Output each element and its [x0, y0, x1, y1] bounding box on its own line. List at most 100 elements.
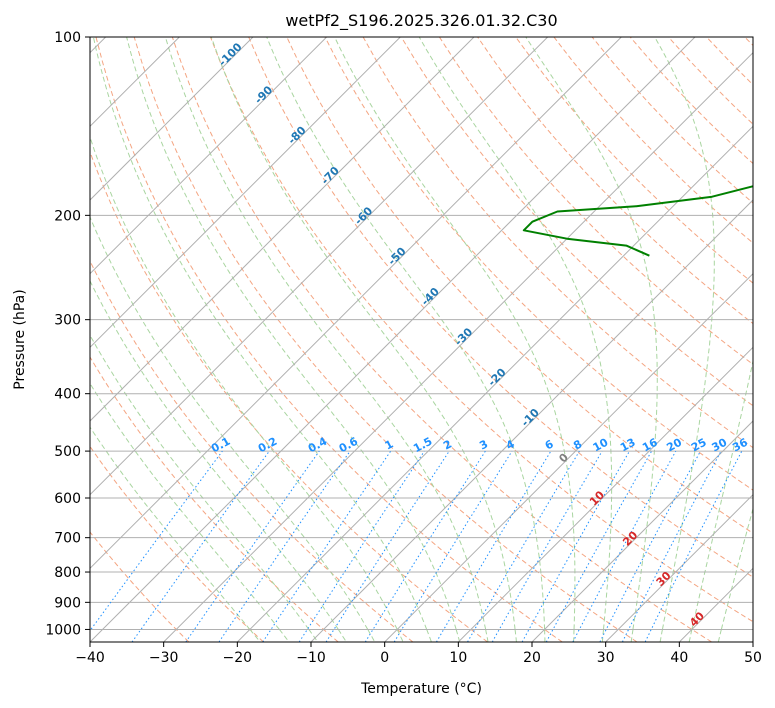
moist-adiabat	[164, 37, 487, 630]
isotherm	[163, 51, 753, 642]
moist-adiabat	[455, 629, 461, 642]
moist-adiabat	[126, 37, 457, 630]
y-tick-label: 300	[54, 313, 81, 329]
moist-adiabat	[90, 135, 398, 630]
moist-adiabat	[308, 629, 319, 642]
x-tick-label: 40	[670, 650, 688, 666]
x-tick-label: 30	[597, 650, 615, 666]
x-tick-label: −10	[296, 650, 326, 666]
x-axis-label: Temperature (°C)	[360, 681, 482, 697]
mixing-ratio-label: 36	[730, 436, 750, 455]
moist-adiabat	[266, 37, 546, 630]
isotherm	[236, 125, 753, 642]
moist-adiabat	[210, 37, 516, 630]
dry-adiabat	[90, 445, 264, 642]
moist-adiabat	[92, 37, 428, 630]
mixing-ratio-label: 13	[618, 436, 638, 455]
y-tick-label: 1000	[45, 622, 81, 638]
moist-adiabat	[418, 37, 613, 630]
moist-adiabat	[659, 629, 663, 642]
dry-adiabat	[95, 37, 563, 642]
x-tick-label: 20	[523, 650, 541, 666]
dry-adiabat	[438, 37, 753, 366]
x-tick-label: −40	[75, 650, 105, 666]
moist-adiabat	[426, 629, 432, 642]
mixing-ratio-line	[521, 450, 630, 642]
x-tick-label: 0	[380, 650, 389, 666]
moist-adiabat	[601, 629, 604, 642]
x-tick-label: −20	[223, 650, 253, 666]
moist-adiabat	[367, 629, 376, 642]
mixing-ratio-line	[218, 450, 351, 642]
isotherm	[90, 37, 549, 496]
moist-adiabat	[90, 215, 369, 630]
mixing-ratio-label: 20	[664, 436, 684, 455]
mixing-ratio-line	[298, 450, 425, 642]
grid-layer	[90, 37, 753, 642]
isotherm	[90, 37, 475, 422]
dry-adiabat	[171, 37, 712, 642]
moist-adiabat	[717, 629, 722, 642]
dry-adiabat	[400, 37, 753, 407]
y-tick-label: 100	[54, 30, 81, 46]
y-tick-label: 400	[54, 387, 81, 403]
moist-adiabat	[654, 37, 715, 630]
isotherm	[90, 37, 401, 349]
moist-adiabat	[688, 629, 693, 642]
moist-adiabat	[720, 506, 753, 630]
dry-adiabat	[515, 37, 753, 284]
mixing-ratio-line	[393, 450, 513, 642]
dewpoint-profile	[522, 185, 753, 257]
mixing-ratio-label: 10	[591, 436, 611, 455]
x-tick-label: 10	[449, 650, 467, 666]
moist-adiabat	[525, 37, 658, 630]
y-tick-label: 200	[54, 208, 81, 224]
y-tick-label: 700	[54, 531, 81, 547]
dry-adiabat	[90, 531, 190, 642]
moist-adiabat	[514, 629, 517, 642]
mixing-ratio-line	[262, 450, 392, 642]
dry-adiabat	[90, 150, 488, 642]
isotherm	[384, 272, 753, 642]
moist-adiabat	[334, 37, 576, 630]
x-tick-label: −30	[149, 650, 179, 666]
mixing-ratio-line	[572, 450, 677, 642]
dry-adiabat	[210, 37, 753, 623]
moist-adiabat	[630, 629, 634, 642]
dry-adiabat	[133, 37, 638, 642]
moist-adiabat	[279, 629, 290, 642]
isotherm	[90, 37, 254, 201]
moist-adiabat	[90, 279, 339, 630]
dry-adiabat	[324, 37, 753, 491]
isotherm	[310, 199, 753, 642]
series-layer	[522, 185, 753, 257]
mixing-ratio-label: 25	[689, 436, 709, 455]
moist-adiabat	[485, 629, 489, 642]
mixing-ratio-line	[131, 450, 270, 642]
isotherm	[90, 37, 622, 570]
isotherm	[531, 420, 753, 642]
moist-adiabat	[90, 334, 310, 630]
chart-title: wetPf2_S196.2025.326.01.32.C30	[285, 11, 557, 31]
x-tick-label: 50	[744, 650, 762, 666]
mixing-ratio-label: 16	[640, 436, 660, 455]
dry-adiabat	[90, 356, 339, 642]
x-axis: −40 −30 −20 −10 0 10 20 30 40 50	[75, 642, 762, 666]
y-axis: 100 200 300 400 500 600 700 800 900 1000	[45, 30, 90, 638]
y-tick-label: 500	[54, 444, 81, 460]
moist-adiabat	[691, 358, 753, 630]
isotherm	[457, 346, 753, 642]
isotherm	[90, 37, 328, 275]
mixing-ratio-line	[90, 450, 223, 632]
moist-adiabat	[249, 629, 261, 642]
isotherm	[605, 493, 753, 642]
mixing-ratio-line	[325, 450, 450, 642]
plot-frame	[89, 36, 754, 643]
isotherm	[90, 37, 696, 642]
moist-adiabat	[337, 629, 347, 642]
y-tick-label: 600	[54, 491, 81, 507]
moist-adiabat	[396, 629, 404, 642]
y-tick-label: 800	[54, 565, 81, 581]
